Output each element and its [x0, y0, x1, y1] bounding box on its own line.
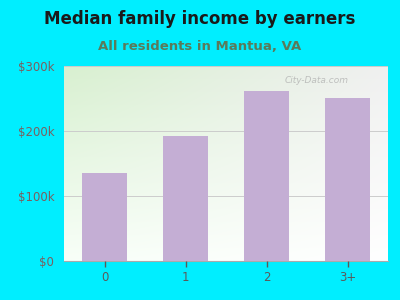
Bar — [82, 173, 127, 261]
Text: Median family income by earners: Median family income by earners — [44, 11, 356, 28]
Bar — [244, 91, 289, 261]
Text: All residents in Mantua, VA: All residents in Mantua, VA — [98, 40, 302, 53]
Bar — [163, 136, 208, 261]
Text: City-Data.com: City-Data.com — [284, 76, 348, 85]
Bar — [325, 98, 370, 261]
